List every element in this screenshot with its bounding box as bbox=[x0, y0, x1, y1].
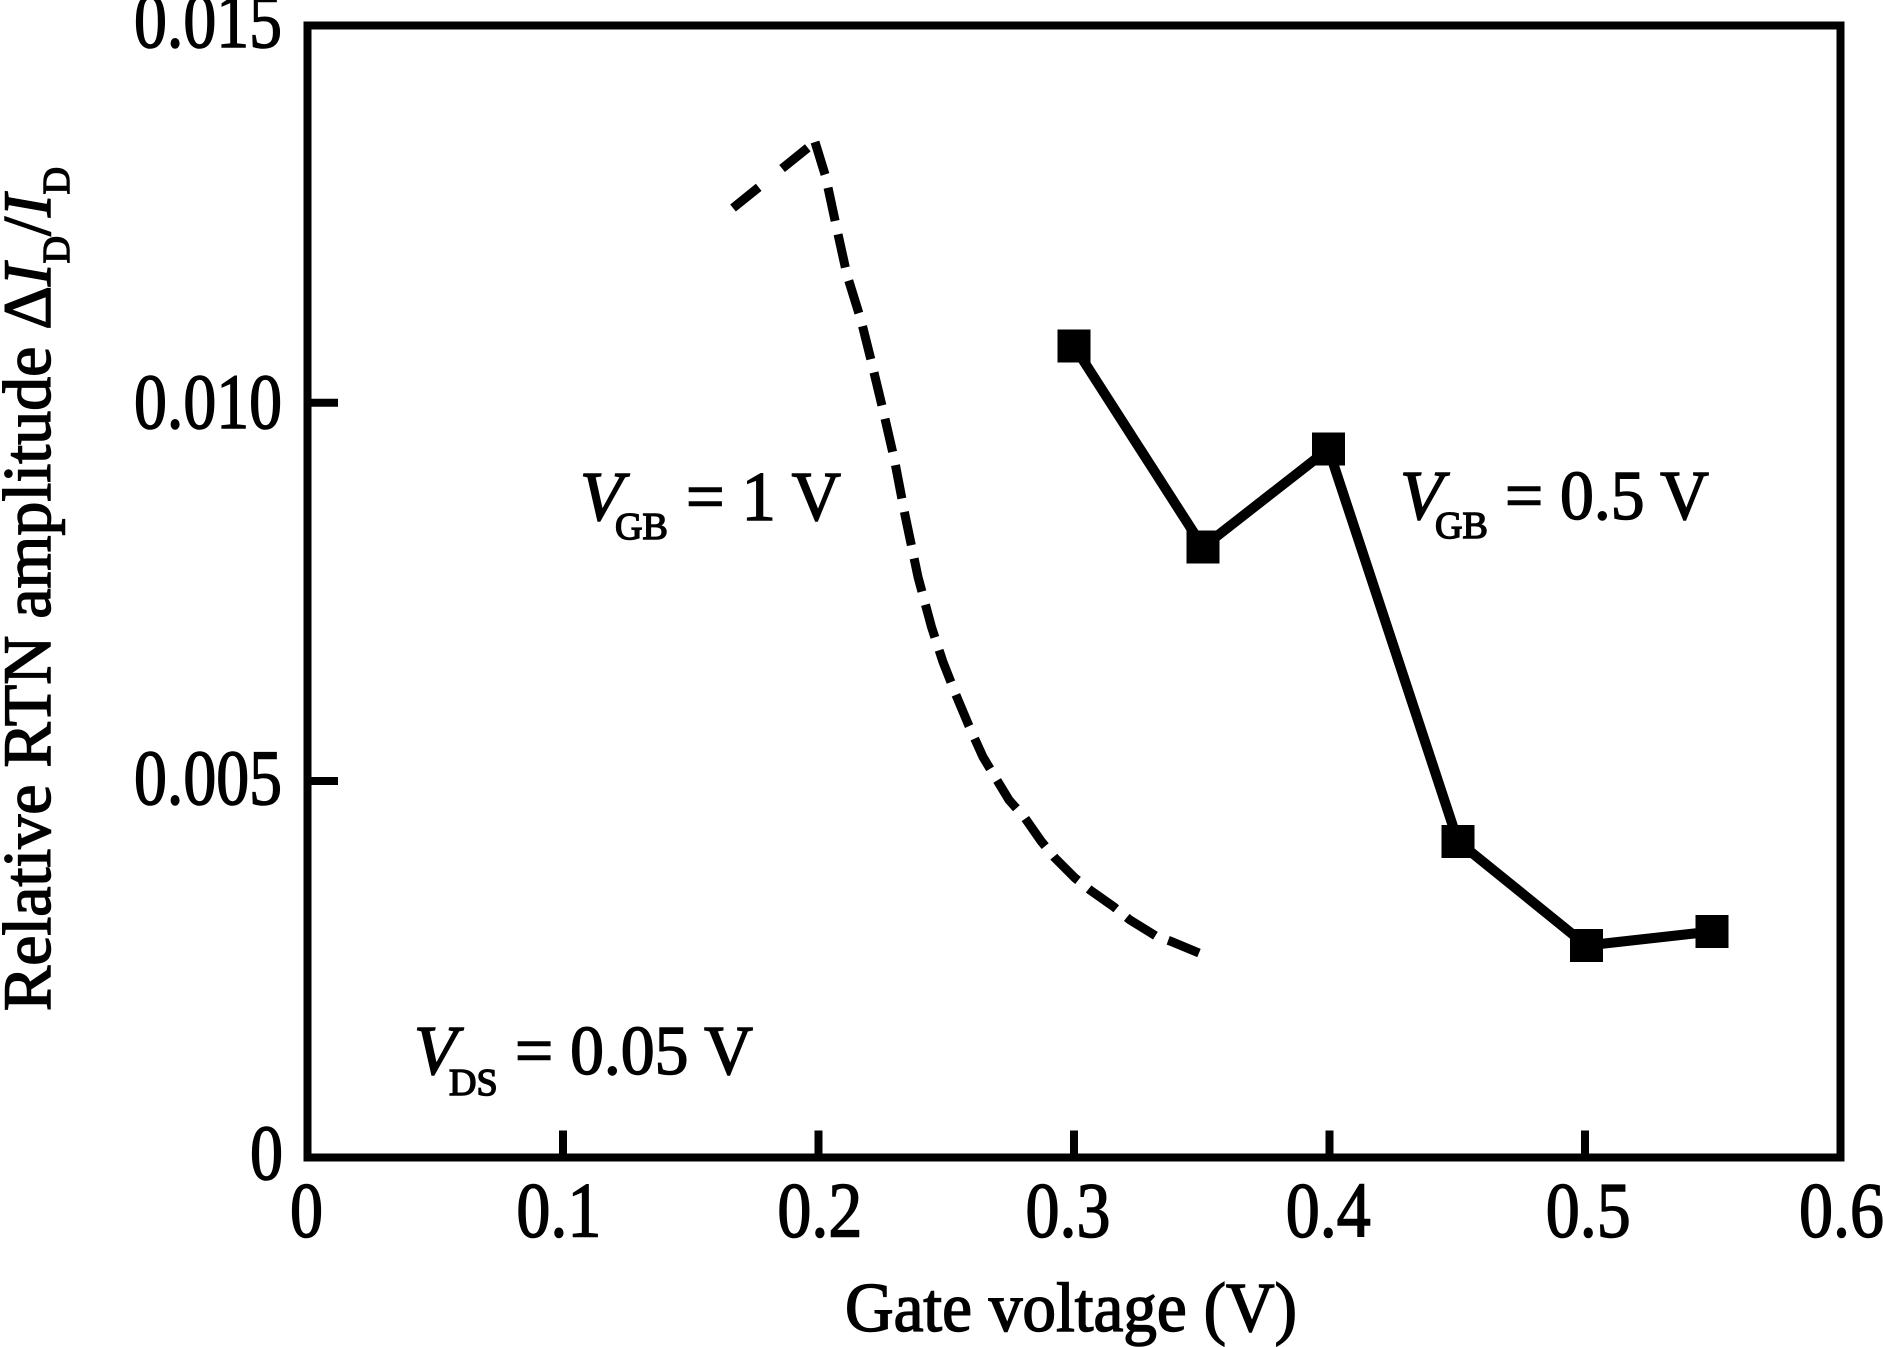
svg-text:GB: GB bbox=[615, 506, 668, 548]
svg-text:0.6: 0.6 bbox=[1799, 1167, 1883, 1254]
svg-text:0.010: 0.010 bbox=[134, 358, 282, 445]
svg-text:GB: GB bbox=[1435, 505, 1488, 547]
svg-text:0.2: 0.2 bbox=[777, 1167, 862, 1254]
svg-text:Gate voltage (V): Gate voltage (V) bbox=[845, 1270, 1297, 1347]
svg-text:V: V bbox=[580, 459, 630, 536]
svg-text:0.005: 0.005 bbox=[134, 734, 282, 821]
svg-text:0: 0 bbox=[250, 1109, 283, 1196]
svg-text:= 0.5 V: = 0.5 V bbox=[1505, 458, 1709, 535]
svg-text:0.1: 0.1 bbox=[516, 1167, 601, 1254]
svg-text:V: V bbox=[414, 1013, 464, 1090]
svg-text:= 1 V: = 1 V bbox=[686, 459, 841, 536]
svg-text:= 0.05 V: = 0.05 V bbox=[515, 1013, 753, 1090]
svg-text:0.4: 0.4 bbox=[1286, 1167, 1371, 1254]
svg-text:0.015: 0.015 bbox=[134, 0, 282, 64]
svg-text:0.5: 0.5 bbox=[1546, 1167, 1631, 1254]
svg-text:V: V bbox=[1400, 458, 1450, 535]
svg-text:0: 0 bbox=[290, 1167, 323, 1254]
svg-text:0.3: 0.3 bbox=[1026, 1167, 1111, 1254]
svg-text:DS: DS bbox=[449, 1062, 498, 1104]
